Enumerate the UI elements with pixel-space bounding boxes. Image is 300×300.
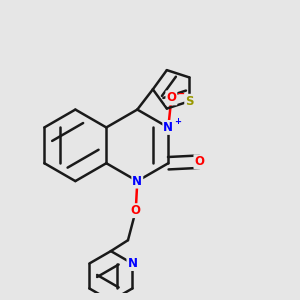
Text: O: O xyxy=(167,92,176,104)
Text: −: − xyxy=(177,89,185,99)
Text: O: O xyxy=(131,204,141,217)
Text: +: + xyxy=(174,117,181,126)
Text: O: O xyxy=(194,155,204,168)
Text: S: S xyxy=(185,95,194,108)
Text: N: N xyxy=(128,257,137,270)
Text: N: N xyxy=(132,175,142,188)
Text: N: N xyxy=(163,121,173,134)
